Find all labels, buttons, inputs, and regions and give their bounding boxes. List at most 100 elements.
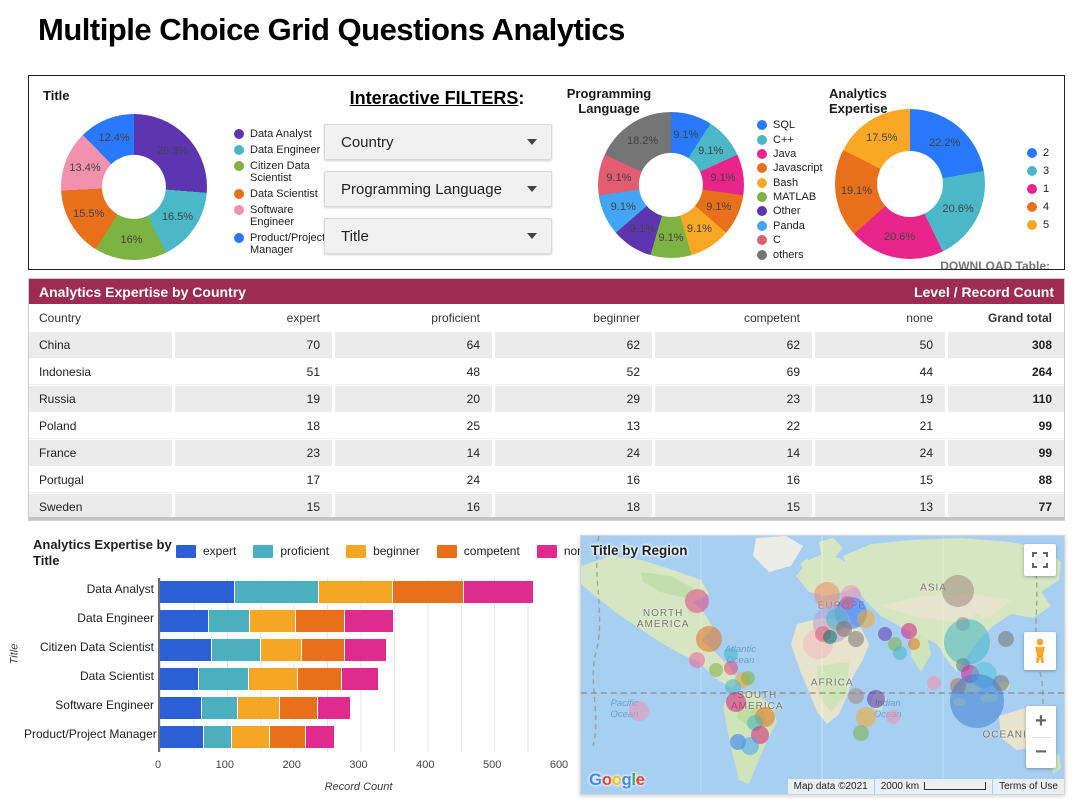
bar-chart-x-ticks: 0 100 200 300 400 500 600 <box>154 759 568 773</box>
map-bubble <box>725 692 746 713</box>
bar-segment-none <box>345 610 394 632</box>
terms-of-use-link[interactable]: Terms of Use <box>993 779 1064 794</box>
country-filter-dropdown[interactable]: Country <box>324 124 552 160</box>
bar-segment-competent <box>295 610 346 632</box>
value-cell: 16 <box>335 494 492 520</box>
legend-label: Data Analyst <box>250 128 312 140</box>
donut-slice-label: 9.1% <box>710 171 736 184</box>
country-cell: Indonesia <box>29 359 172 385</box>
legend-label: Data Engineer <box>250 144 321 156</box>
legend-label: Data Scientist <box>250 188 318 200</box>
legend-swatch <box>436 544 457 558</box>
value-cell: 48 <box>335 359 492 385</box>
legend-swatch <box>536 544 557 558</box>
legend-dot <box>757 120 767 131</box>
bar-segment-proficient <box>198 668 249 690</box>
google-logo-letter: l <box>631 770 636 789</box>
bar-segment-proficient <box>212 639 261 661</box>
column-header: none <box>815 304 945 332</box>
country-cell: Sweden <box>29 494 172 520</box>
legend-label: Java <box>773 147 797 160</box>
value-cell: 62 <box>655 332 812 358</box>
table-row: France 23 14 24 14 24 99 <box>29 440 1064 466</box>
bar-segment-competent <box>280 697 319 719</box>
map-title: Title by Region <box>591 543 688 558</box>
legend-label: competent <box>463 544 520 558</box>
legend-item: Product/Project Manager <box>234 232 334 256</box>
scale-bar <box>924 782 987 791</box>
table-column-headers: Country expert proficient beginner competent… <box>29 304 1064 332</box>
stacked-bar <box>160 610 394 632</box>
value-cell: 19 <box>815 386 945 412</box>
x-tick-label: 600 <box>549 759 569 771</box>
zoom-out-button[interactable]: − <box>1035 741 1047 764</box>
legend-dot <box>757 235 767 246</box>
legend-item: C++ <box>757 134 837 146</box>
column-header: Grand total <box>948 304 1064 332</box>
legend-label: MATLAB <box>773 191 817 204</box>
legend-label: Citizen Data Scientist <box>250 160 310 184</box>
table-scrollbar[interactable] <box>29 517 1064 520</box>
pegman-icon <box>1035 638 1045 663</box>
map-bubble <box>695 626 722 653</box>
value-cell: 70 <box>175 332 332 358</box>
title-by-region-map[interactable]: Title by Region NORTH AMERICA SOUTH AMERI… <box>580 535 1065 795</box>
region-label: OCEANIA <box>982 729 1035 741</box>
legend-item: Other <box>757 205 837 217</box>
x-tick-label: 0 <box>154 759 162 771</box>
legend-label: C <box>773 234 781 247</box>
map-bubble <box>848 687 865 704</box>
stacked-bar <box>160 668 380 690</box>
legend-item: Citizen Data Scientist <box>234 160 334 184</box>
bar-segment-expert <box>160 639 213 661</box>
expertise-donut-chart: 22.2% 20.6% 20.6% 19.1% 17.5% <box>835 109 985 259</box>
donut-slice-label: 9.1% <box>606 171 632 184</box>
legend-dot <box>1027 202 1037 212</box>
title-filter-dropdown[interactable]: Title <box>324 218 552 254</box>
bar-segment-expert <box>160 610 210 632</box>
language-filter-dropdown[interactable]: Programming Language <box>324 171 552 207</box>
donut-slice-label: 16.5% <box>161 210 194 223</box>
chevron-down-icon <box>527 139 537 145</box>
map-bubble <box>839 596 854 611</box>
x-tick-label: 200 <box>282 759 301 771</box>
google-logo-letter: g <box>621 770 632 789</box>
bar-segment-proficient <box>204 726 232 748</box>
language-donut-chart: 9.1% 9.1% 9.1% 9.1% 9.1% 9.1% 9.1% 9.1% 9.1% 18.2… <box>598 112 744 258</box>
legend-item: Java <box>757 148 837 160</box>
value-cell: 15 <box>175 494 332 520</box>
value-cell: 50 <box>815 332 945 358</box>
table-title: Analytics Expertise by Country <box>39 283 246 300</box>
column-header: proficient <box>335 304 492 332</box>
bar-segment-none <box>345 639 387 661</box>
bar-segment-none <box>342 668 380 690</box>
value-cell: 13 <box>815 494 945 520</box>
download-table-link[interactable]: DOWNLOAD Table: <box>940 259 1050 270</box>
map-bubble <box>709 663 724 678</box>
legend-label: SQL <box>773 119 796 132</box>
bar-row: Software Engineer <box>55 694 561 723</box>
google-logo[interactable]: Google <box>589 770 645 790</box>
donut-slice-label: 9.1% <box>698 144 724 157</box>
bar-segment-expert <box>160 668 199 690</box>
category-label: Data Engineer <box>77 611 154 625</box>
value-cell: 29 <box>495 386 652 412</box>
value-cell: 308 <box>948 332 1064 358</box>
legend-item: expert <box>176 544 236 558</box>
legend-swatch <box>253 544 274 558</box>
map-bubble <box>908 638 921 651</box>
legend-item: SQL <box>757 119 837 131</box>
chevron-down-icon <box>527 233 537 239</box>
bar-row: Product/Project Manager <box>24 723 561 752</box>
donut-hole <box>877 151 943 217</box>
map-bubble <box>822 629 837 644</box>
fullscreen-button[interactable] <box>1024 544 1056 576</box>
expertise-by-title-chart: Analytics Expertise by Title expert profi… <box>8 533 591 803</box>
table-row: China 70 64 62 62 50 308 <box>29 332 1064 358</box>
zoom-in-button[interactable]: + <box>1035 709 1047 732</box>
country-cell: Portugal <box>29 467 172 493</box>
legend-label: Javascript <box>773 162 823 175</box>
legend-item: Data Scientist <box>234 188 334 200</box>
street-view-pegman-button[interactable] <box>1024 632 1056 670</box>
title-dropdown-label: Title <box>341 227 369 245</box>
